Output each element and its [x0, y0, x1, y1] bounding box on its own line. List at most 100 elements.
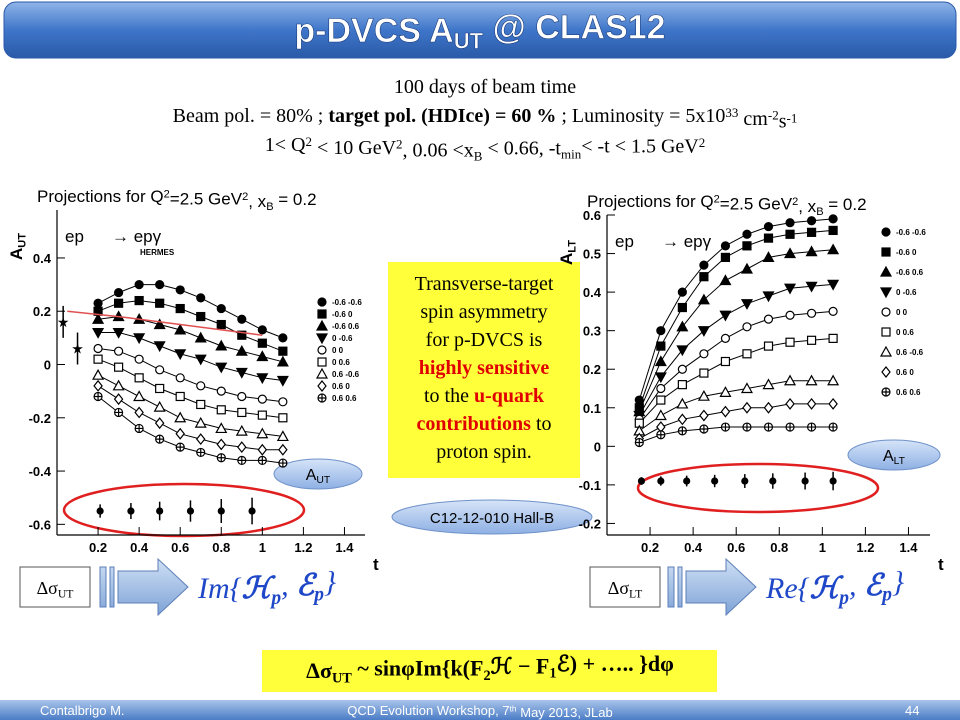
marker: [215, 339, 228, 351]
marker: [93, 379, 103, 392]
marker: [257, 443, 268, 456]
y-axis-label-part: A: [7, 248, 26, 260]
legend-label: 0.6 -0.6: [332, 370, 360, 379]
legend-label: 0 0.6: [332, 358, 350, 367]
marker: [805, 374, 818, 386]
marker: [256, 373, 269, 385]
marker: [881, 387, 891, 397]
marker: [784, 247, 797, 259]
y-tick-label: -0.6: [29, 517, 51, 532]
marker: [92, 312, 105, 324]
callout-label-part: A: [883, 448, 894, 465]
formula-part: Δσ: [306, 658, 332, 683]
result-label-part: ℋ: [810, 572, 845, 605]
result-label-part: p: [269, 588, 281, 609]
marker: [112, 327, 125, 339]
result-label-part: p: [837, 588, 849, 609]
marker: [656, 326, 666, 336]
marker: [699, 272, 709, 282]
chart-title: Projections for Q2=2.5 GeV2, xB = 0.2: [37, 187, 317, 213]
marker: [656, 341, 666, 351]
slide-title: p-DVCS AUT @ CLAS12: [294, 8, 665, 53]
marker: [763, 221, 774, 232]
marker: [742, 241, 752, 251]
marker: [174, 323, 187, 335]
chart-title-part: Projections for Q: [37, 187, 164, 206]
series-line: [639, 403, 834, 440]
marker: [763, 341, 774, 351]
marker: [257, 394, 267, 404]
y-tick-label: 0.4: [33, 251, 52, 266]
note-line-part: to: [531, 413, 552, 435]
note-line: proton spin.: [436, 441, 532, 463]
x-tick-label: 0.6: [727, 540, 745, 555]
marker: [237, 455, 247, 465]
chart-title-part: , x: [248, 192, 266, 211]
marker: [133, 390, 146, 402]
formula-part: UT: [332, 670, 352, 686]
header-line-part: -1: [787, 110, 798, 125]
formula-part: 1: [549, 666, 556, 682]
marker: [216, 303, 226, 314]
marker: [154, 417, 165, 430]
series-line: [638, 249, 834, 412]
marker: [175, 285, 185, 295]
marker: [828, 333, 838, 343]
marker: [134, 295, 144, 306]
marker: [719, 274, 732, 286]
marker: [741, 477, 749, 485]
header-line-part: target pol. (HDIce) = 60 %: [328, 105, 556, 127]
series-line: [97, 358, 283, 419]
marker: [711, 477, 719, 485]
x-tick-label: 1.4: [335, 540, 354, 555]
result-label-part: ℋ: [242, 572, 277, 605]
marker: [175, 373, 185, 383]
marker: [719, 386, 732, 397]
series-line: [98, 316, 284, 363]
series-line: [638, 218, 834, 401]
legend-label: 0 -0.6: [896, 288, 917, 297]
marker: [93, 354, 103, 364]
header-line-part: 33: [725, 105, 738, 120]
marker: [112, 379, 125, 391]
marker: [762, 251, 775, 263]
marker: [114, 407, 124, 418]
x-tick-label: 0.8: [212, 540, 230, 555]
marker: ★: [57, 314, 70, 330]
result-label: Re{ℋp, ℰp}: [765, 566, 904, 609]
marker: [315, 333, 329, 345]
marker: [235, 367, 248, 379]
footer-event-part: QCD Evolution Workshop, 7: [347, 703, 509, 718]
marker: [881, 307, 891, 317]
marker: [216, 405, 226, 415]
note-line-part: u-quark: [474, 385, 545, 407]
y-tick-label: -0.2: [29, 411, 51, 426]
header-line-part: B: [474, 149, 483, 164]
marker: [828, 397, 838, 410]
x-tick-label: 1: [819, 540, 826, 555]
marker: [699, 424, 709, 434]
marker: [134, 406, 144, 419]
legend-label: -0.6 0.6: [332, 322, 360, 331]
marker: [785, 337, 795, 347]
y-tick-label: 0.2: [583, 362, 601, 377]
legend-label: -0.6 0: [896, 248, 917, 257]
formula-box: [262, 650, 717, 692]
marker: [256, 427, 269, 439]
marker: [806, 397, 817, 410]
y-tick-label: 0.5: [583, 247, 601, 262]
header-line-part: , 0.06 <x: [403, 140, 474, 162]
callout-label-part: UT: [316, 475, 331, 486]
formula-part: 2: [483, 668, 490, 684]
box-label: ΔσLT: [608, 578, 643, 601]
marker: [637, 477, 646, 485]
marker: [769, 477, 777, 485]
marker: [881, 327, 891, 337]
marker: [113, 298, 124, 308]
marker: [278, 443, 288, 456]
marker: [763, 233, 774, 243]
result-label-part: Re{: [765, 572, 810, 605]
callout-label-part: C12-12-010 Hall-B: [430, 510, 554, 527]
marker: [216, 386, 226, 396]
note-line: highly sensitive: [419, 357, 550, 379]
